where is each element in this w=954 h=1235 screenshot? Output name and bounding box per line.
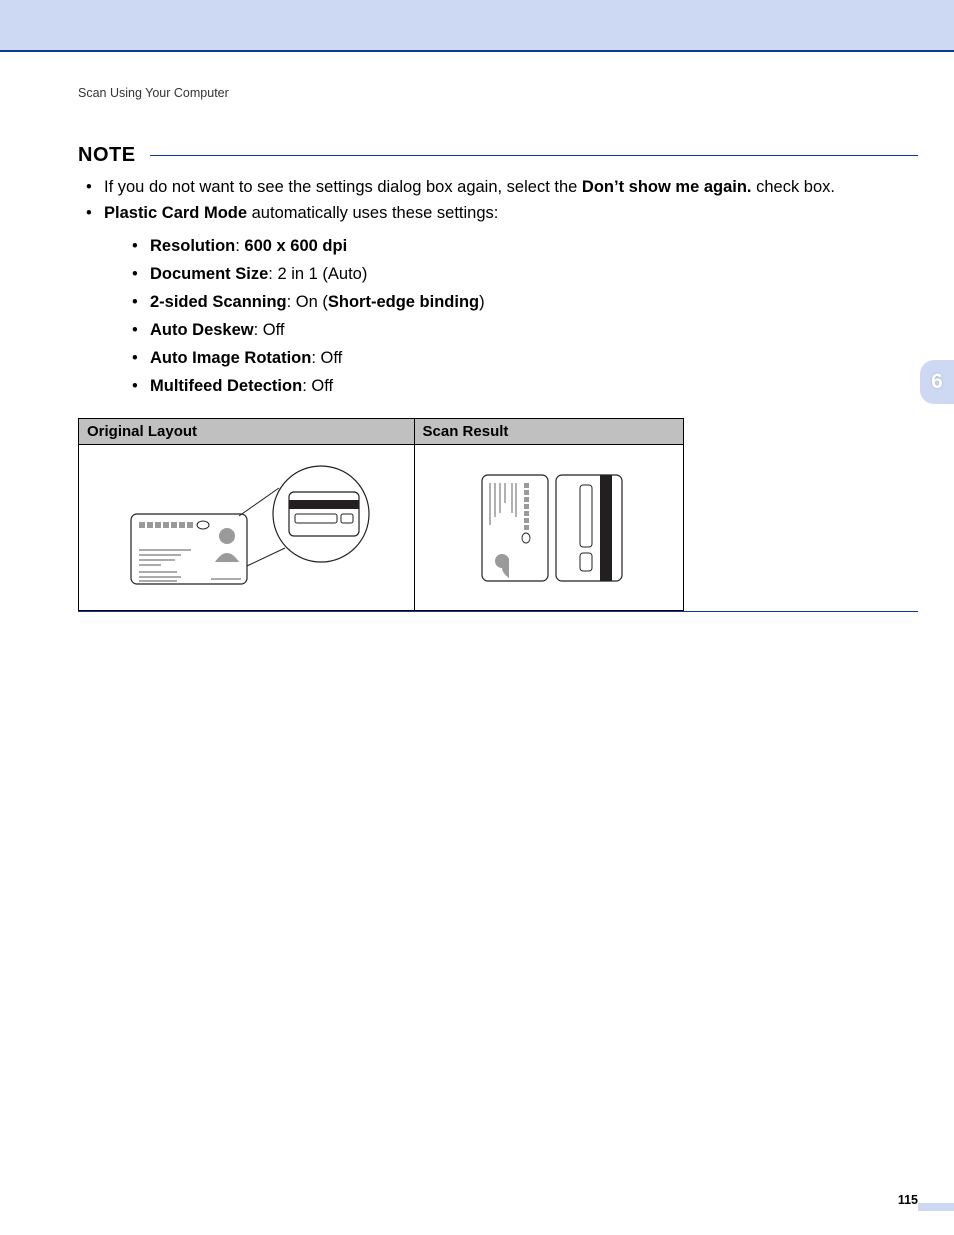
text: check box. <box>752 178 835 196</box>
running-head: Scan Using Your Computer <box>78 86 918 100</box>
th-scan-result: Scan Result <box>414 419 683 445</box>
setting-document-size: Document Size: 2 in 1 (Auto) <box>132 260 918 288</box>
th-original-layout: Original Layout <box>79 419 415 445</box>
value: Off <box>311 377 333 395</box>
text: automatically uses these settings: <box>247 204 498 222</box>
page-number: 115 <box>898 1193 918 1207</box>
text: If you do not want to see the settings d… <box>104 178 582 196</box>
setting-auto-deskew: Auto Deskew: Off <box>132 316 918 344</box>
bullet-plastic-card: Plastic Card Mode automatically uses the… <box>86 201 918 401</box>
setting-multifeed: Multifeed Detection: Off <box>132 372 918 400</box>
setting-resolution: Resolution: 600 x 600 dpi <box>132 232 918 260</box>
value-post: ) <box>479 293 485 311</box>
chapter-number: 6 <box>931 370 943 394</box>
scan-result-illustration <box>464 463 634 593</box>
label: Document Size <box>150 265 268 283</box>
label: 2-sided Scanning <box>150 293 287 311</box>
text-bold: Don’t show me again. <box>582 178 752 196</box>
bullet-dont-show: If you do not want to see the settings d… <box>86 175 918 201</box>
setting-2sided: 2-sided Scanning: On (Short-edge binding… <box>132 288 918 316</box>
note-rule <box>150 155 918 156</box>
text-bold: Plastic Card Mode <box>104 204 247 222</box>
note-bottom-rule <box>78 611 918 612</box>
value: 2 in 1 (Auto) <box>277 265 367 283</box>
note-heading-row: NOTE <box>78 144 918 167</box>
original-layout-illustration <box>121 458 371 598</box>
sep: : <box>302 377 311 395</box>
label: Auto Image Rotation <box>150 349 311 367</box>
value: Off <box>321 349 343 367</box>
label: Multifeed Detection <box>150 377 302 395</box>
cell-scan-result <box>414 445 683 611</box>
settings-list: Resolution: 600 x 600 dpi Document Size:… <box>104 232 918 400</box>
note-title: NOTE <box>78 144 136 167</box>
footer-bar <box>918 1203 954 1211</box>
label: Auto Deskew <box>150 321 254 339</box>
sep: : <box>311 349 320 367</box>
cell-original-layout <box>79 445 415 611</box>
value: On ( <box>296 293 328 311</box>
value-bold: Short-edge binding <box>328 293 479 311</box>
footer: 115 <box>898 1193 918 1207</box>
value: 600 x 600 dpi <box>244 237 347 255</box>
sep: : <box>287 293 296 311</box>
value: Off <box>263 321 285 339</box>
note-bullets: If you do not want to see the settings d… <box>78 175 918 400</box>
layout-table: Original Layout Scan Result <box>78 418 684 611</box>
chapter-tab: 6 <box>920 360 954 404</box>
setting-auto-image-rotation: Auto Image Rotation: Off <box>132 344 918 372</box>
label: Resolution <box>150 237 235 255</box>
sep: : <box>254 321 263 339</box>
page-body: Scan Using Your Computer NOTE If you do … <box>0 52 954 612</box>
top-band <box>0 0 954 52</box>
